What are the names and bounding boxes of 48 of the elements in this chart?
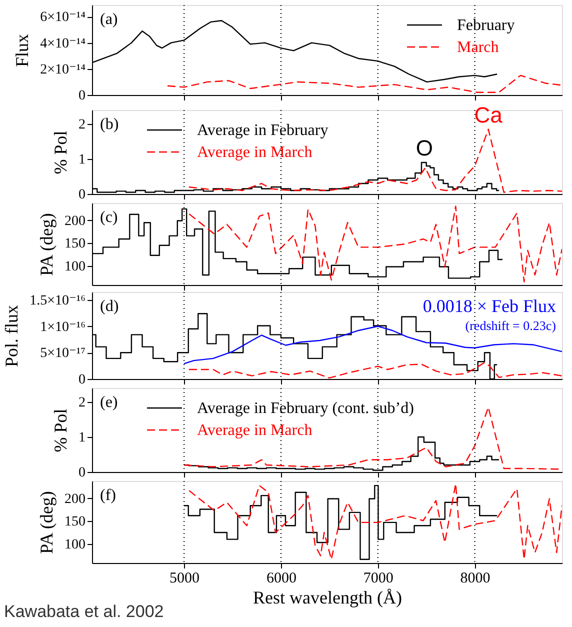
- legend-label: Average in March: [197, 144, 312, 161]
- annotation: (b): [100, 116, 119, 133]
- y-tick-label: 150: [64, 236, 86, 252]
- y-tick-label: 100: [64, 259, 86, 274]
- y-tick-label: 1.5×10⁻¹⁶: [30, 293, 86, 308]
- y-tick-label: 2×10⁻¹⁴: [40, 62, 86, 78]
- annotation: (d): [100, 298, 119, 315]
- legend-label: February: [457, 17, 515, 34]
- y-tick-label: 1×10⁻¹⁶: [40, 320, 86, 335]
- y-tick-label: 1: [78, 152, 86, 168]
- y-tick-label: 200: [64, 492, 86, 507]
- y-tick-label: 4×10⁻¹⁴: [40, 36, 86, 52]
- y-axis-title: % Pol: [50, 408, 70, 452]
- x-tick-label: 7000: [363, 570, 394, 586]
- y-tick-label: 2: [78, 396, 86, 410]
- y-tick-label: 1: [78, 430, 86, 446]
- y-tick-label: 0: [78, 372, 86, 388]
- x-tick-label: 8000: [460, 570, 490, 586]
- y-axis-title: PA (deg): [36, 213, 56, 276]
- y-tick-label: 5×10⁻¹⁷: [40, 346, 86, 362]
- legend-label: March: [457, 39, 499, 56]
- legend-label: Average in February (cont. sub’d): [197, 400, 414, 417]
- legend-label: Average in February: [197, 122, 328, 139]
- y-tick-label: 0: [78, 188, 86, 202]
- annotation: O: [416, 136, 433, 160]
- x-tick-label: 6000: [266, 570, 296, 586]
- y-axis-title: PA (deg): [36, 491, 56, 554]
- y-tick-label: 0: [78, 88, 86, 104]
- x-axis-title: Rest wavelength (Å): [253, 588, 402, 608]
- y-axis-title: Pol. flux: [2, 304, 22, 368]
- annotation: Ca: [474, 102, 504, 128]
- annotation: (a): [100, 11, 118, 28]
- y-axis-title: Flux: [12, 34, 32, 68]
- x-tick-label: 5000: [170, 570, 200, 586]
- y-axis-title: % Pol: [50, 130, 70, 174]
- series-label: 0.0018 × Feb Flux: [422, 296, 556, 316]
- annotation: (redshift = 0.23c): [465, 318, 556, 333]
- text: Kawabata et al. 2002: [4, 602, 164, 621]
- y-tick-label: 6×10⁻¹⁴: [40, 10, 86, 26]
- annotation: (f): [100, 487, 116, 504]
- legend-label: Average in March: [197, 422, 312, 439]
- y-tick-label: 2: [78, 118, 86, 132]
- y-tick-label: 100: [64, 537, 86, 552]
- annotation: (e): [100, 394, 118, 411]
- y-tick-label: 150: [64, 514, 86, 530]
- annotation: (c): [100, 209, 118, 226]
- y-tick-label: 200: [64, 214, 86, 229]
- y-tick-label: 0: [78, 466, 86, 480]
